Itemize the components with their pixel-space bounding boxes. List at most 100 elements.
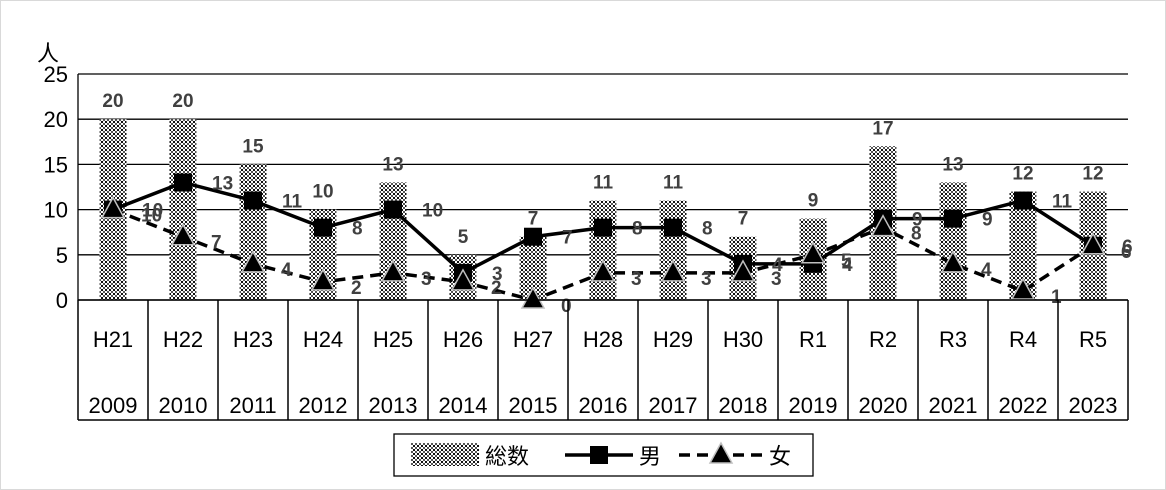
male-marker [314, 218, 332, 237]
bar-value-label: 17 [872, 118, 893, 139]
female-value-label: 3 [701, 269, 712, 290]
legend-bar-swatch [411, 443, 479, 466]
female-marker [170, 223, 196, 246]
x-year-label: 2014 [439, 393, 488, 418]
x-year-label: 2019 [789, 393, 838, 418]
y-tick-label: 25 [44, 62, 68, 87]
x-category-label: H21 [93, 327, 133, 352]
y-tick-label: 5 [56, 243, 68, 268]
bar-value-label: 20 [102, 91, 123, 112]
female-marker [1080, 232, 1106, 255]
female-value-label: 5 [841, 251, 852, 272]
bar [939, 182, 967, 300]
female-marker [380, 259, 406, 282]
bar [239, 164, 267, 300]
x-category-label: H26 [443, 327, 483, 352]
male-value-label: 4 [772, 255, 783, 276]
female-marker [590, 259, 616, 282]
male-value-label: 9 [982, 210, 993, 231]
female-value-label: 2 [351, 278, 362, 299]
y-tick-label: 10 [44, 198, 68, 223]
x-year-label: 2015 [509, 393, 558, 418]
x-category-label: R2 [869, 327, 897, 352]
bar-value-label: 12 [1082, 164, 1103, 185]
male-marker [664, 218, 682, 237]
bar [379, 182, 407, 300]
y-tick-label: 0 [56, 288, 68, 313]
x-year-label: 2016 [579, 393, 628, 418]
bar-value-label: 12 [1012, 164, 1033, 185]
male-value-label: 10 [142, 201, 163, 222]
legend-female-marker [708, 441, 734, 464]
bar-value-label: 7 [528, 209, 539, 230]
male-value-label: 13 [212, 173, 233, 194]
legend: 総数 男 女 [393, 433, 814, 477]
female-value-label: 3 [631, 269, 642, 290]
category-table: H21 H22 H23 H24 H25 H26 H27 H28 H29 H30 R1 R2 R3 R4 R5… [77, 299, 1129, 421]
male-value-label: 6 [1122, 237, 1133, 258]
x-category-label: H24 [303, 327, 343, 352]
x-year-label: 2022 [999, 393, 1048, 418]
bar [589, 200, 617, 300]
legend-male-label: 男 [639, 445, 661, 470]
female-value-label: 8 [911, 224, 922, 245]
y-unit-label: 人 [37, 42, 59, 67]
y-tick-label: 15 [44, 152, 68, 177]
x-year-label: 2021 [929, 393, 978, 418]
x-category-label: R1 [799, 327, 827, 352]
male-marker [944, 209, 962, 228]
male-marker [1014, 191, 1032, 210]
female-marker [940, 250, 966, 273]
bar [169, 119, 197, 300]
x-year-label: 2018 [719, 393, 768, 418]
male-value-label: 4 [842, 255, 853, 276]
legend-female-label: 女 [769, 445, 791, 470]
female-value-label: 4 [981, 260, 992, 281]
female-value-label: 3 [421, 269, 432, 290]
female-value-label: 0 [561, 296, 572, 317]
x-year-label: 2023 [1069, 393, 1118, 418]
x-category-label: H28 [583, 327, 623, 352]
female-value-label: 2 [491, 278, 502, 299]
male-marker [244, 191, 262, 210]
male-marker [524, 227, 542, 246]
male-value-label: 3 [492, 264, 503, 285]
female-marker [240, 250, 266, 273]
male-marker [174, 173, 192, 192]
female-marker [310, 268, 336, 291]
bar-value-label: 5 [458, 227, 469, 248]
x-category-label: H27 [513, 327, 553, 352]
x-category-label: H23 [233, 327, 273, 352]
female-value-label: 1 [1051, 287, 1062, 308]
bar-value-label: 13 [942, 154, 963, 175]
x-category-label: H22 [163, 327, 203, 352]
x-category-label: R4 [1009, 327, 1037, 352]
bar-value-label: 11 [593, 173, 614, 194]
x-year-label: 2010 [159, 393, 208, 418]
x-year-label: 2017 [649, 393, 698, 418]
legend-total-label: 総数 [485, 445, 529, 470]
legend-male-marker [590, 446, 608, 464]
female-marker [450, 268, 476, 291]
male-value-label: 9 [912, 210, 923, 231]
female-marker [660, 259, 686, 282]
female-marker [520, 286, 546, 309]
bar [659, 200, 687, 300]
x-year-label: 2011 [229, 393, 276, 418]
bar-value-label: 13 [382, 154, 403, 175]
male-marker [594, 218, 612, 237]
bar-value-label: 11 [663, 173, 684, 194]
x-category-label: H30 [723, 327, 763, 352]
female-value-label: 3 [771, 269, 782, 290]
y-axis-ticks: 0 5 10 15 20 25 [44, 62, 68, 313]
bar-value-label: 15 [242, 136, 264, 157]
male-marker [384, 200, 402, 219]
male-value-label: 11 [282, 192, 303, 213]
male-value-label: 8 [702, 219, 713, 240]
female-marker [800, 241, 826, 264]
male-value-label: 8 [632, 219, 643, 240]
female-value-label: 10 [141, 206, 162, 227]
